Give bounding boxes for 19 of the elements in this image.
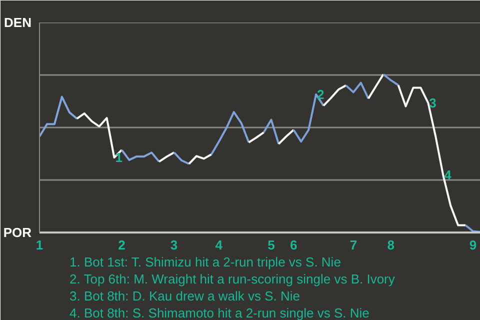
annotation: 4 bbox=[444, 168, 452, 183]
text: 2. Top 6th: M. Wraight hit a run-scoring single vs B. Ivory bbox=[70, 272, 396, 286]
x-tick-label: 6 bbox=[290, 238, 298, 252]
text: 1. Bot 1st: T. Shimizu hit a 2-run triple vs S. Nie bbox=[70, 254, 341, 270]
annotation: 2 bbox=[317, 86, 324, 102]
text: 3. Bot 8th: D. Kau drew a walk vs S. Nie bbox=[70, 288, 300, 304]
x-tick-label: 9 bbox=[469, 238, 477, 252]
x-tick-label: 8 bbox=[387, 238, 394, 252]
annotation: 1 bbox=[115, 150, 122, 166]
text: 4. Bot 8th: S. Shimamoto hit a 2-run single vs S. Nie bbox=[70, 306, 370, 320]
x-tick-label: 3 bbox=[170, 238, 178, 252]
annotation: 3 bbox=[429, 95, 436, 110]
x-tick-label: 4 bbox=[215, 238, 224, 252]
x-tick-label: 2 bbox=[118, 238, 126, 252]
x-tick-label: 5 bbox=[268, 238, 275, 252]
text: DEN bbox=[4, 15, 32, 30]
x-tick-label: 7 bbox=[350, 238, 358, 252]
text: POR bbox=[3, 225, 32, 240]
x-tick-label: 1 bbox=[36, 238, 44, 252]
